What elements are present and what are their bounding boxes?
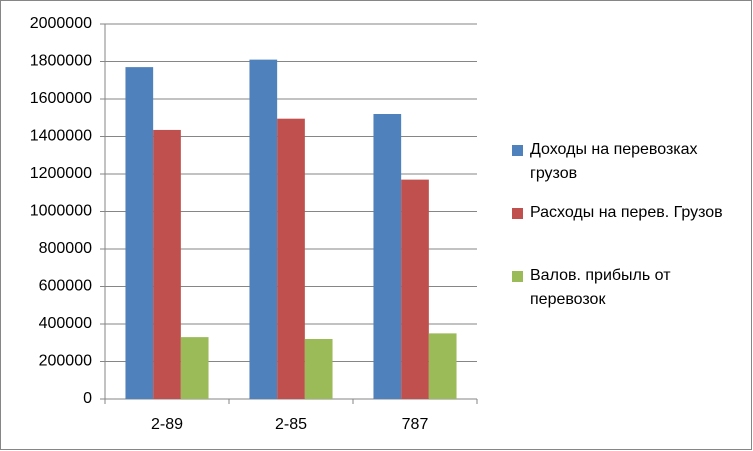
bar [249, 59, 278, 399]
legend-swatch [512, 271, 523, 282]
bar [428, 333, 457, 399]
bar [304, 339, 333, 399]
y-tick-label: 1000000 [30, 203, 92, 220]
bar [373, 114, 402, 399]
y-tick-label: 1200000 [30, 165, 92, 182]
bar [180, 337, 209, 399]
legend-entry: Расходы на перев. Грузов [512, 201, 747, 225]
legend-swatch [512, 145, 523, 156]
legend-label: Валов. прибыль от перевозок [530, 267, 671, 308]
bar [125, 67, 154, 399]
legend-label: Расходы на перев. Грузов [530, 204, 723, 221]
bar [277, 118, 305, 399]
y-tick-label: 200000 [39, 353, 92, 370]
y-tick-label: 1800000 [30, 53, 92, 70]
legend-swatch [512, 208, 523, 219]
legend-entry: Доходы на перевозках грузов [512, 138, 747, 186]
bar [401, 179, 429, 399]
y-tick-label: 400000 [39, 315, 92, 332]
y-tick-label: 600000 [39, 278, 92, 295]
y-tick-label: 1400000 [30, 128, 92, 145]
y-tick-label: 2000000 [30, 15, 92, 32]
legend-label: Доходы на перевозках грузов [530, 141, 698, 182]
bar [153, 129, 181, 399]
y-tick-label: 800000 [39, 240, 92, 257]
y-tick-label: 1600000 [30, 90, 92, 107]
x-tick-label: 2-85 [275, 416, 307, 433]
x-tick-label: 787 [402, 416, 429, 433]
legend-entry: Валов. прибыль от перевозок [512, 264, 747, 312]
y-tick-label: 0 [83, 390, 92, 407]
x-tick-label: 2-89 [151, 416, 183, 433]
